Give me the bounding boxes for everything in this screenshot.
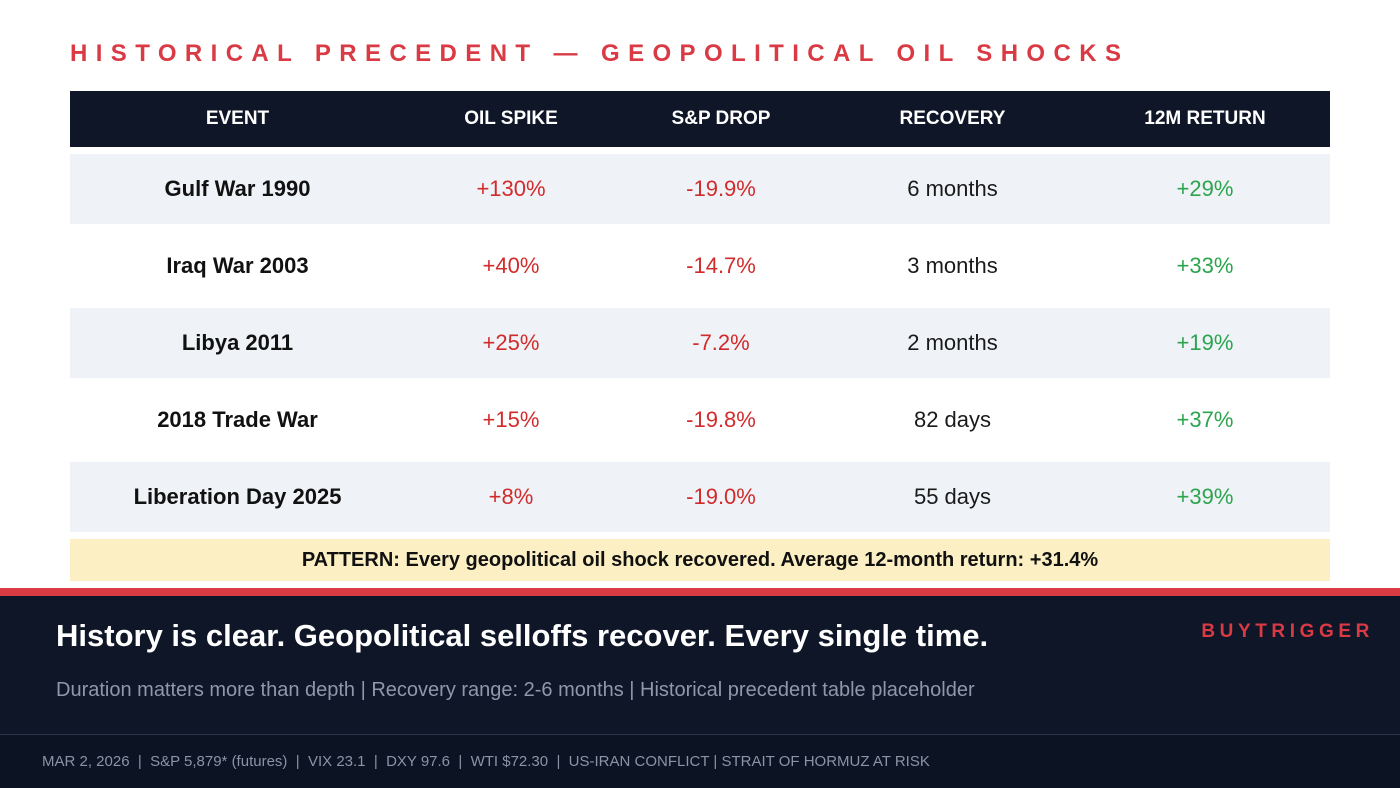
oil-spike-cell: +8% [488,484,534,509]
slide-title: HISTORICAL PRECEDENT — GEOPOLITICAL OIL … [70,40,1130,67]
event-cell: Liberation Day 2025 [133,484,342,509]
table-row: Iraq War 2003 +40% -14.7% 3 months +33% [70,231,1330,301]
recovery-cell: 2 months [907,330,998,355]
oil-spike-cell: +130% [476,176,546,201]
sp-drop-cell: -19.8% [686,407,756,432]
row-gap [70,301,1330,308]
event-cell: Iraq War 2003 [166,253,309,278]
event-cell: Gulf War 1990 [164,176,311,201]
ticker-bar: MAR 2, 2026 | S&P 5,879* (futures) | VIX… [0,734,1400,788]
table-header: EVENT OIL SPIKE S&P DROP RECOVERY 12M RE… [70,91,1330,147]
row-gap [70,455,1330,462]
event-cell: 2018 Trade War [157,407,318,432]
event-cell: Libya 2011 [181,330,294,355]
return-cell: +19% [1176,330,1234,355]
table-row: Liberation Day 2025 +8% -19.0% 55 days +… [70,462,1330,532]
recovery-cell: 3 months [907,253,998,278]
column-header-recovery: RECOVERY [899,108,1006,129]
return-cell: +39% [1176,484,1234,509]
table-row: 2018 Trade War +15% -19.8% 82 days +37% [70,385,1330,455]
pattern-callout: PATTERN: Every geopolitical oil shock re… [70,539,1330,581]
recovery-cell: 6 months [907,176,998,201]
recovery-cell: 55 days [913,484,992,509]
oil-spike-cell: +15% [482,407,540,432]
market-ticker: MAR 2, 2026 | S&P 5,879* (futures) | VIX… [42,753,930,770]
sp-drop-cell: -14.7% [686,253,756,278]
return-cell: +33% [1176,253,1234,278]
footer-subline: Duration matters more than depth | Recov… [56,679,975,701]
brand-logo: BUYTRIGGER [1201,621,1374,642]
precedent-table: EVENT OIL SPIKE S&P DROP RECOVERY 12M RE… [70,91,1330,532]
return-cell: +29% [1176,176,1234,201]
footer-accent-line [0,588,1400,596]
footer-banner: History is clear. Geopolitical selloffs … [0,588,1400,788]
row-gap [70,378,1330,385]
table-row: Libya 2011 +25% -7.2% 2 months +19% [70,308,1330,378]
recovery-cell: 82 days [913,407,992,432]
oil-spike-cell: +40% [482,253,540,278]
sp-drop-cell: -7.2% [692,330,750,355]
column-header-event: EVENT [205,108,270,129]
footer-headline: History is clear. Geopolitical selloffs … [56,618,989,653]
row-gap [70,224,1330,231]
sp-drop-cell: -19.0% [686,484,756,509]
column-header-oil-spike: OIL SPIKE [464,108,558,129]
sp-drop-cell: -19.9% [686,176,756,201]
header-gap [70,147,1330,154]
column-header-12m-return: 12M RETURN [1144,108,1266,129]
table-row: Gulf War 1990 +130% -19.9% 6 months +29% [70,154,1330,224]
return-cell: +37% [1176,407,1234,432]
column-header-sp-drop: S&P DROP [671,108,771,129]
oil-spike-cell: +25% [482,330,540,355]
